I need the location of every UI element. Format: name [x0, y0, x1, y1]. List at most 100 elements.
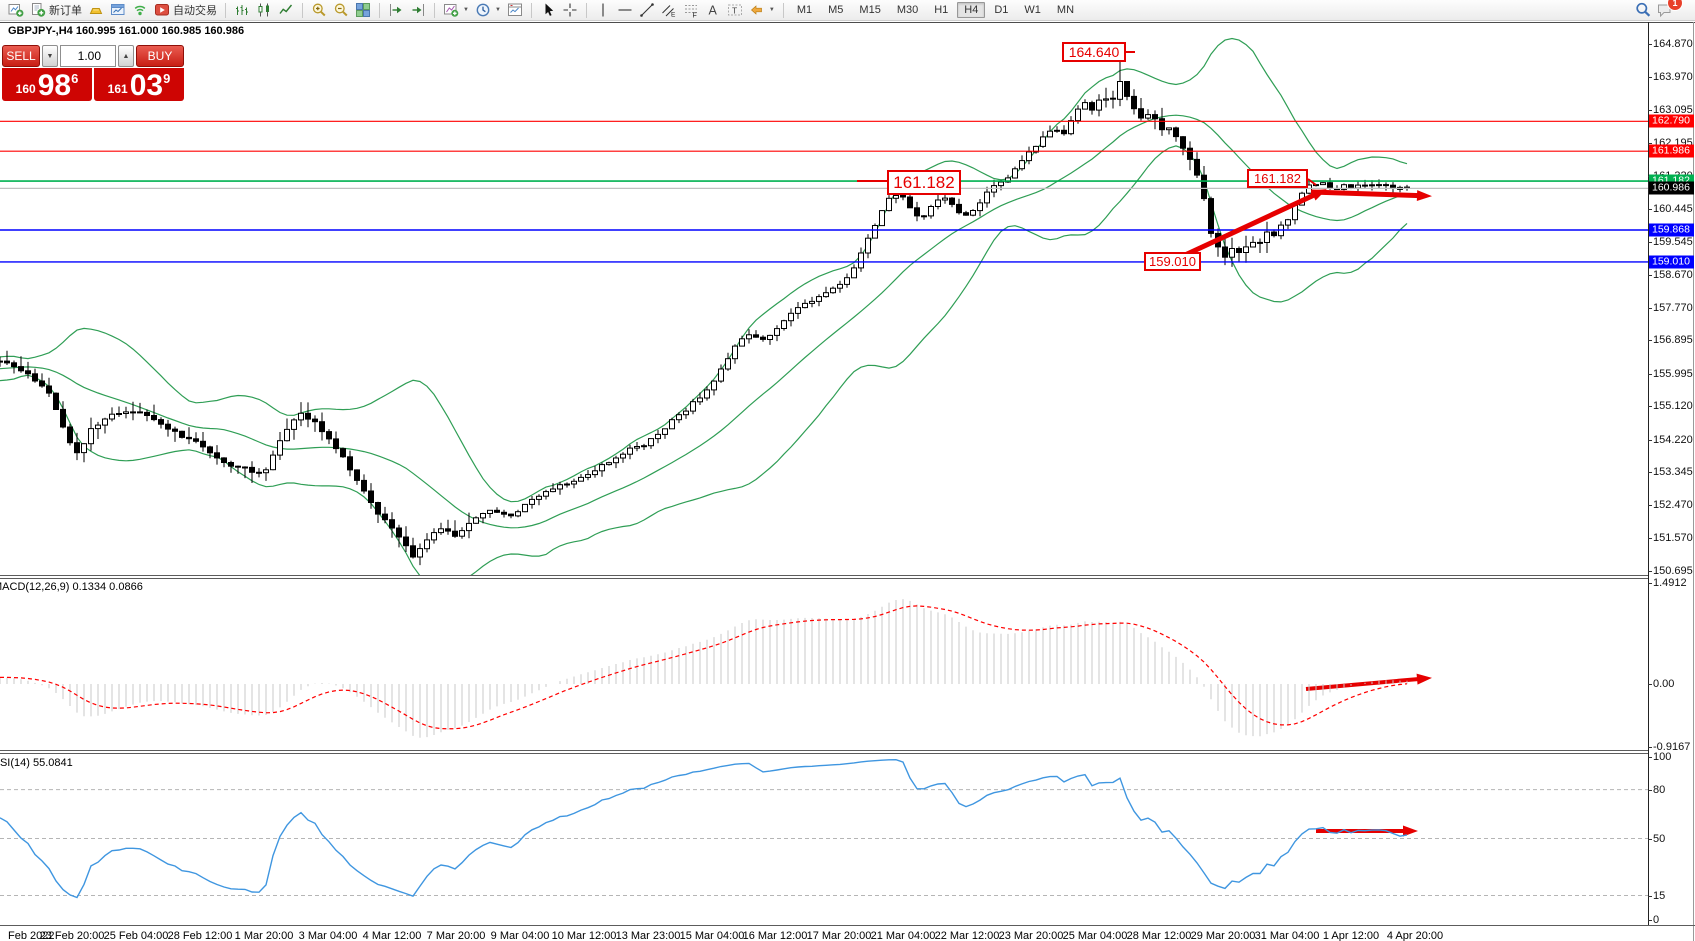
shapes-button[interactable]: ▼: [747, 1, 777, 19]
candle-chart-button[interactable]: [254, 1, 274, 19]
zoom-in-button[interactable]: [309, 1, 329, 19]
time-tick-label: 31 Mar 04:00: [1254, 930, 1320, 941]
toolbar-separator: [302, 2, 303, 18]
time-tick-label: 17 Mar 20:00: [806, 930, 872, 941]
time-axis[interactable]: Feb 2022 23 Feb 20:00 25 Feb 04:00 28 Feb 1…: [0, 926, 1695, 941]
fibonacci-button[interactable]: F: [681, 1, 701, 19]
trendline-button[interactable]: [637, 1, 657, 19]
price-tick-label: 153.345: [1648, 466, 1693, 478]
time-tick-label: 22 Mar 12:00: [934, 930, 1000, 941]
channel-button[interactable]: E: [659, 1, 679, 19]
timeframe-h1[interactable]: H1: [934, 4, 949, 16]
window-right-border: [1693, 22, 1694, 941]
timeframe-mn[interactable]: MN: [1056, 4, 1075, 16]
rsi-tick-label: 50: [1647, 833, 1666, 845]
time-tick-label: Feb 2022: [8, 930, 55, 941]
svg-text:F: F: [692, 13, 696, 19]
macd-panel-separator[interactable]: [0, 575, 1648, 576]
ask-price-main: 03: [129, 69, 164, 102]
timeframe-m1[interactable]: M1: [796, 4, 813, 16]
peak-price-label[interactable]: 164.640: [1062, 42, 1126, 62]
market-watch-button[interactable]: [108, 1, 128, 19]
cursor-button[interactable]: [538, 1, 558, 19]
templates-button[interactable]: [505, 1, 525, 19]
zoom-out-button[interactable]: [331, 1, 351, 19]
rsi-tick-label: 80: [1647, 784, 1666, 796]
timeframe-m15[interactable]: M15: [859, 4, 881, 16]
price-axis-divider: [1648, 22, 1649, 925]
bid-price-pip: 6: [71, 71, 79, 86]
volume-input[interactable]: [60, 45, 116, 67]
indicators-button[interactable]: ▼: [441, 1, 471, 19]
time-tick-label: 15 Mar 04:00: [679, 930, 745, 941]
timeframe-w1[interactable]: W1: [1024, 4, 1041, 16]
time-tick-label: 25 Feb 04:00: [103, 930, 169, 941]
new-chart-button[interactable]: [6, 1, 26, 19]
time-tick-label: 1 Apr 12:00: [1322, 930, 1380, 941]
periods-button[interactable]: ▼: [473, 1, 503, 19]
timeframe-h4[interactable]: H4: [957, 2, 986, 18]
line-chart-button[interactable]: [276, 1, 296, 19]
time-tick-label: 28 Feb 12:00: [167, 930, 233, 941]
volume-increase-button[interactable]: ▲: [118, 45, 134, 67]
time-tick-label: 4 Mar 12:00: [362, 930, 422, 941]
price-level-badge: 159.868: [1649, 223, 1694, 237]
hline-button[interactable]: [615, 1, 635, 19]
macd-tick-label: 1.4912: [1648, 577, 1687, 589]
new-order-button[interactable]: 新订单: [28, 1, 84, 19]
price-level-badge: 162.790: [1649, 114, 1694, 128]
svg-text:T: T: [732, 6, 737, 16]
bid-price-display[interactable]: 160 98 6: [2, 68, 92, 101]
label-button[interactable]: T: [725, 1, 745, 19]
chat-icon[interactable]: 1: [1655, 0, 1683, 19]
rsi-panel-separator[interactable]: [0, 750, 1648, 751]
macd-panel-canvas[interactable]: [0, 579, 1648, 749]
support-price-label[interactable]: 159.010: [1144, 252, 1201, 271]
chart-ohlc-title: GBPJPY-,H4 160.995 161.000 160.985 160.9…: [8, 25, 245, 37]
svg-text:A: A: [708, 4, 717, 18]
tile-windows-button[interactable]: [353, 1, 373, 19]
sell-button[interactable]: SELL: [2, 45, 40, 67]
time-axis-separator: [0, 925, 1695, 926]
ask-price-pip: 9: [163, 71, 171, 86]
resistance-price-label[interactable]: 161.182: [887, 170, 961, 195]
vline-button[interactable]: [593, 1, 613, 19]
rsi-indicator-label: RSI(14) 55.0841: [0, 757, 73, 769]
search-icon[interactable]: [1633, 1, 1653, 19]
autotrade-button[interactable]: 自动交易: [152, 1, 219, 19]
main-chart-canvas[interactable]: [0, 22, 1648, 575]
time-tick-label: 1 Mar 20:00: [234, 930, 294, 941]
text-button[interactable]: A: [703, 1, 723, 19]
price-tick-label: 150.695: [1648, 565, 1693, 577]
price-tick-label: 164.870: [1648, 38, 1693, 50]
signal-button[interactable]: [130, 1, 150, 19]
chart-shift-button[interactable]: [408, 1, 428, 19]
ask-price-prefix: 161: [107, 82, 128, 96]
rsi-panel-canvas[interactable]: [0, 754, 1648, 924]
price-level-badge: 160.986: [1649, 181, 1694, 195]
breakout-price-label[interactable]: 161.182: [1247, 169, 1308, 188]
price-tick-label: 152.470: [1648, 499, 1693, 511]
time-tick-label: 21 Mar 04:00: [870, 930, 936, 941]
rsi-tick-label: 100: [1647, 751, 1672, 763]
price-level-badge: 161.986: [1649, 144, 1694, 158]
auto-scroll-button[interactable]: [386, 1, 406, 19]
chart-window-border: [0, 22, 1695, 23]
timeframe-d1[interactable]: D1: [994, 4, 1009, 16]
ask-price-display[interactable]: 161 03 9: [94, 68, 184, 101]
gold-bar-button[interactable]: [86, 1, 106, 19]
timeframe-m30[interactable]: M30: [896, 4, 919, 16]
time-tick-label: 29 Mar 20:00: [1190, 930, 1256, 941]
volume-decrease-button[interactable]: ▼: [42, 45, 58, 67]
crosshair-button[interactable]: [560, 1, 580, 19]
price-tick-label: 155.120: [1648, 400, 1693, 412]
bar-chart-button[interactable]: [232, 1, 252, 19]
time-tick-label: 23 Mar 20:00: [998, 930, 1064, 941]
price-tick-label: 158.670: [1648, 269, 1693, 281]
price-tick-label: 160.445: [1648, 203, 1693, 215]
rsi-tick-label: 0: [1647, 914, 1660, 926]
macd-tick-label: 0.00: [1647, 678, 1675, 690]
buy-button[interactable]: BUY: [136, 45, 184, 67]
time-tick-label: 16 Mar 12:00: [742, 930, 808, 941]
timeframe-m5[interactable]: M5: [828, 4, 844, 16]
